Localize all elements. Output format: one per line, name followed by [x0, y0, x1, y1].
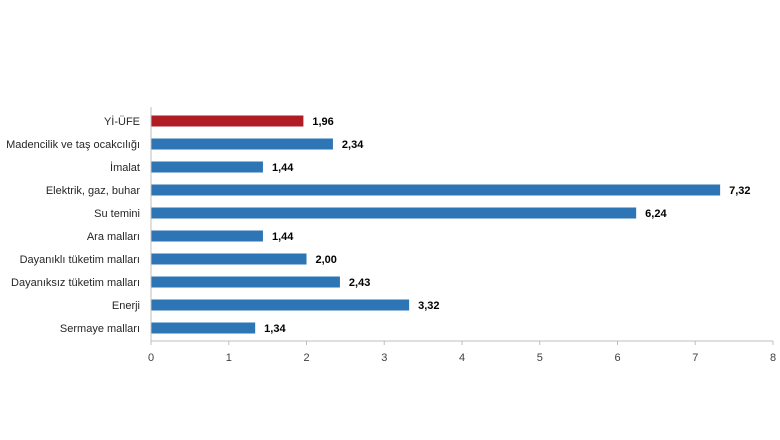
- bar-8: [151, 276, 340, 288]
- value-label-10: 1,34: [264, 323, 286, 335]
- value-label-7: 2,00: [316, 254, 337, 266]
- labels-group: Yİ-ÜFE 1,96 Madencilik ve taş ocakcılığı 2,…: [6, 115, 750, 335]
- value-label-2: 2,34: [342, 139, 364, 151]
- bar-6: [151, 230, 263, 242]
- x-tick-label-4: 4: [459, 352, 465, 364]
- category-label-9: Enerji: [112, 300, 140, 312]
- bar-1: [151, 115, 304, 127]
- value-label-1: 1,96: [312, 116, 333, 128]
- category-label-6: Ara malları: [87, 231, 140, 243]
- bar-3: [151, 161, 263, 173]
- bar-2: [151, 138, 333, 150]
- bars-group: [151, 115, 721, 334]
- bar-9: [151, 299, 410, 311]
- bar-5: [151, 207, 637, 219]
- value-label-5: 6,24: [645, 208, 667, 220]
- category-label-1: Yİ-ÜFE: [104, 115, 140, 128]
- bar-10: [151, 322, 256, 334]
- category-label-10: Sermaye malları: [60, 323, 140, 335]
- x-tick-label-3: 3: [381, 352, 387, 364]
- category-label-7: Dayanıklı tüketim malları: [20, 254, 140, 266]
- category-label-3: İmalat: [110, 161, 140, 174]
- x-tick-label-5: 5: [537, 352, 543, 364]
- bar-7: [151, 253, 307, 265]
- value-label-3: 1,44: [272, 162, 294, 174]
- x-tick-label-1: 1: [226, 352, 232, 364]
- x-tick-label-0: 0: [148, 352, 154, 364]
- x-tick-label-6: 6: [614, 352, 620, 364]
- category-label-8: Dayanıksız tüketim malları: [11, 277, 140, 289]
- value-label-6: 1,44: [272, 231, 294, 243]
- value-label-9: 3,32: [418, 300, 439, 312]
- x-axis: 0 1 2 3 4 5 6 7 8: [148, 107, 776, 364]
- category-label-4: Elektrik, gaz, buhar: [46, 185, 140, 197]
- x-tick-label-8: 8: [770, 352, 776, 364]
- x-tick-label-2: 2: [303, 352, 309, 364]
- bar-4: [151, 184, 721, 196]
- category-label-2: Madencilik ve taş ocakcılığı: [6, 139, 140, 151]
- x-tick-label-7: 7: [692, 352, 698, 364]
- value-label-4: 7,32: [729, 185, 750, 197]
- category-label-5: Su temini: [94, 208, 140, 220]
- value-label-8: 2,43: [349, 277, 370, 289]
